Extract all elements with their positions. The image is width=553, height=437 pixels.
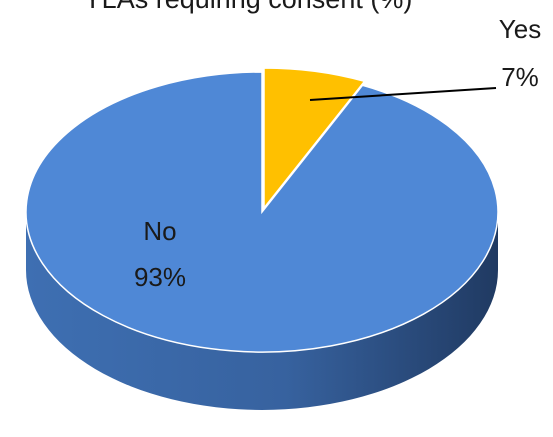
slice-label-yes-value: 7%	[501, 62, 539, 92]
chart-title: YLAs requiring consent (%)	[84, 0, 413, 14]
slice-label-yes-name: Yes	[499, 14, 541, 44]
slice-label-no-value: 93%	[134, 262, 186, 292]
pie-slice-yes	[263, 67, 366, 211]
slice-label-no-name: No	[143, 216, 176, 246]
yes-leader-line	[309, 87, 497, 101]
pie-slice-no	[25, 71, 499, 353]
pie-side	[26, 212, 498, 410]
